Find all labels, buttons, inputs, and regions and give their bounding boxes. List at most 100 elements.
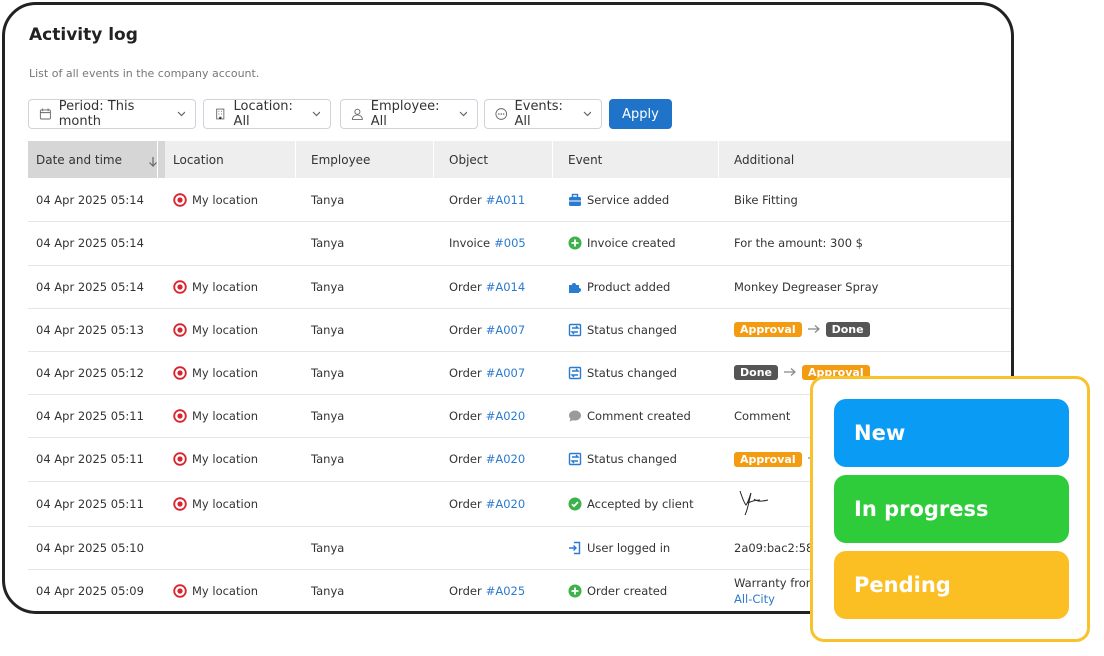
employee: Tanya (311, 584, 345, 598)
cell: 2a09:bac2:5843 (734, 526, 828, 569)
cell: My location (173, 394, 258, 437)
object-link[interactable]: #A011 (485, 192, 526, 207)
additional: Bike Fitting (734, 192, 798, 207)
icon (173, 322, 187, 337)
column-divider (157, 141, 158, 178)
column-header[interactable]: Date and time (36, 141, 122, 178)
icon (568, 584, 582, 598)
column-title: Employee (311, 152, 371, 167)
cell: Status changed (568, 437, 677, 481)
employee: Tanya (311, 452, 345, 466)
filter-label: Events: All (514, 99, 563, 129)
row-divider (28, 437, 1011, 438)
filter-button[interactable]: Employee: All (340, 99, 478, 129)
location: My location (192, 452, 259, 466)
icon (173, 365, 187, 380)
object-type: Invoice (449, 236, 491, 250)
icon (569, 193, 581, 206)
status-tag: Approval (734, 322, 802, 337)
icon (568, 497, 582, 510)
cell: User logged in (568, 526, 670, 569)
column-header[interactable]: Additional (734, 141, 794, 178)
cell: My location (173, 437, 258, 481)
object-link[interactable]: #A007 (485, 322, 526, 337)
object-link[interactable]: #A025 (485, 584, 526, 598)
column-header[interactable]: Event (568, 141, 602, 178)
column-header[interactable]: Location (173, 141, 224, 178)
column-title: Object (449, 152, 489, 167)
object-link[interactable]: #A007 (485, 365, 526, 380)
cell: 04 Apr 2025 05:11 (36, 394, 144, 437)
additional: For the amount: 300 $ (734, 236, 863, 250)
cell: Status changed (568, 351, 677, 394)
apply-button[interactable]: Apply (609, 99, 672, 129)
date: 04 Apr 2025 05:14 (36, 236, 144, 250)
object-link[interactable]: #A020 (485, 496, 526, 511)
cell: Order #A011 (449, 178, 525, 221)
row-divider (28, 221, 1011, 222)
column-title: Event (568, 152, 603, 167)
signature (734, 485, 774, 522)
row-divider (28, 394, 1011, 395)
cell: Service added (568, 178, 669, 221)
filter-button[interactable]: Events: All (484, 99, 602, 129)
date: 04 Apr 2025 05:10 (36, 540, 144, 555)
object-link[interactable]: #005 (494, 236, 526, 250)
cell: Tanya (311, 569, 345, 611)
cell: Approval Done (734, 308, 870, 351)
cell: Order #A007 (449, 351, 525, 394)
chevron (312, 111, 320, 117)
cell: Comment created (568, 394, 691, 437)
status-panel: New In progress Pending (810, 376, 1090, 642)
cell: Order created (568, 569, 667, 611)
column-header[interactable]: Employee (311, 141, 370, 178)
sorted-header (28, 141, 165, 178)
cell: 04 Apr 2025 05:11 (36, 437, 144, 481)
cell: Tanya (311, 394, 344, 437)
object-link[interactable]: #A014 (485, 279, 526, 294)
cell (734, 481, 774, 526)
column-title: Additional (734, 152, 795, 167)
event: User logged in (587, 540, 671, 555)
event: Invoice created (587, 236, 676, 250)
status-pending[interactable]: Pending (834, 551, 1069, 619)
cell: Comment (734, 394, 790, 437)
column-header[interactable]: Object (449, 141, 488, 178)
cell: Order #A007 (449, 308, 525, 351)
column-divider (295, 141, 296, 178)
status-new[interactable]: New (834, 399, 1069, 467)
cell: 04 Apr 2025 05:13 (36, 308, 144, 351)
cell: Product added (568, 265, 670, 308)
date: 04 Apr 2025 05:09 (36, 584, 144, 598)
object-link[interactable]: #A020 (485, 408, 526, 423)
icon (39, 108, 51, 120)
cell: 04 Apr 2025 05:14 (36, 265, 144, 308)
location: My location (192, 496, 259, 511)
arrow (783, 366, 797, 380)
icon (569, 541, 581, 554)
employee: Tanya (311, 540, 345, 555)
additional-link[interactable]: All-City (734, 592, 775, 606)
cell: 04 Apr 2025 05:09 (36, 569, 144, 611)
arrow (807, 323, 821, 337)
cell: Monkey Degreaser Spray (734, 265, 879, 308)
employee: Tanya (311, 322, 345, 337)
object-type: Order (449, 584, 482, 598)
subtitle: List of all events in the company accoun… (29, 67, 260, 80)
status-tag: Done (734, 365, 778, 380)
filter-button[interactable]: Period: This month (28, 99, 196, 129)
cell: 04 Apr 2025 05:10 (36, 526, 144, 569)
icon (351, 108, 363, 120)
filter-button[interactable]: Location: All (203, 99, 331, 129)
object-link[interactable]: #A020 (485, 452, 526, 466)
table-header (28, 141, 1011, 178)
chevron (459, 111, 467, 117)
status-in-progress[interactable]: In progress (834, 475, 1069, 543)
location: My location (192, 408, 259, 423)
column-divider (552, 141, 553, 178)
cell: Order #A020 (449, 394, 525, 437)
filter-label: Location: All (233, 99, 293, 129)
filter-label: Period: This month (58, 99, 135, 129)
icon (173, 192, 187, 207)
